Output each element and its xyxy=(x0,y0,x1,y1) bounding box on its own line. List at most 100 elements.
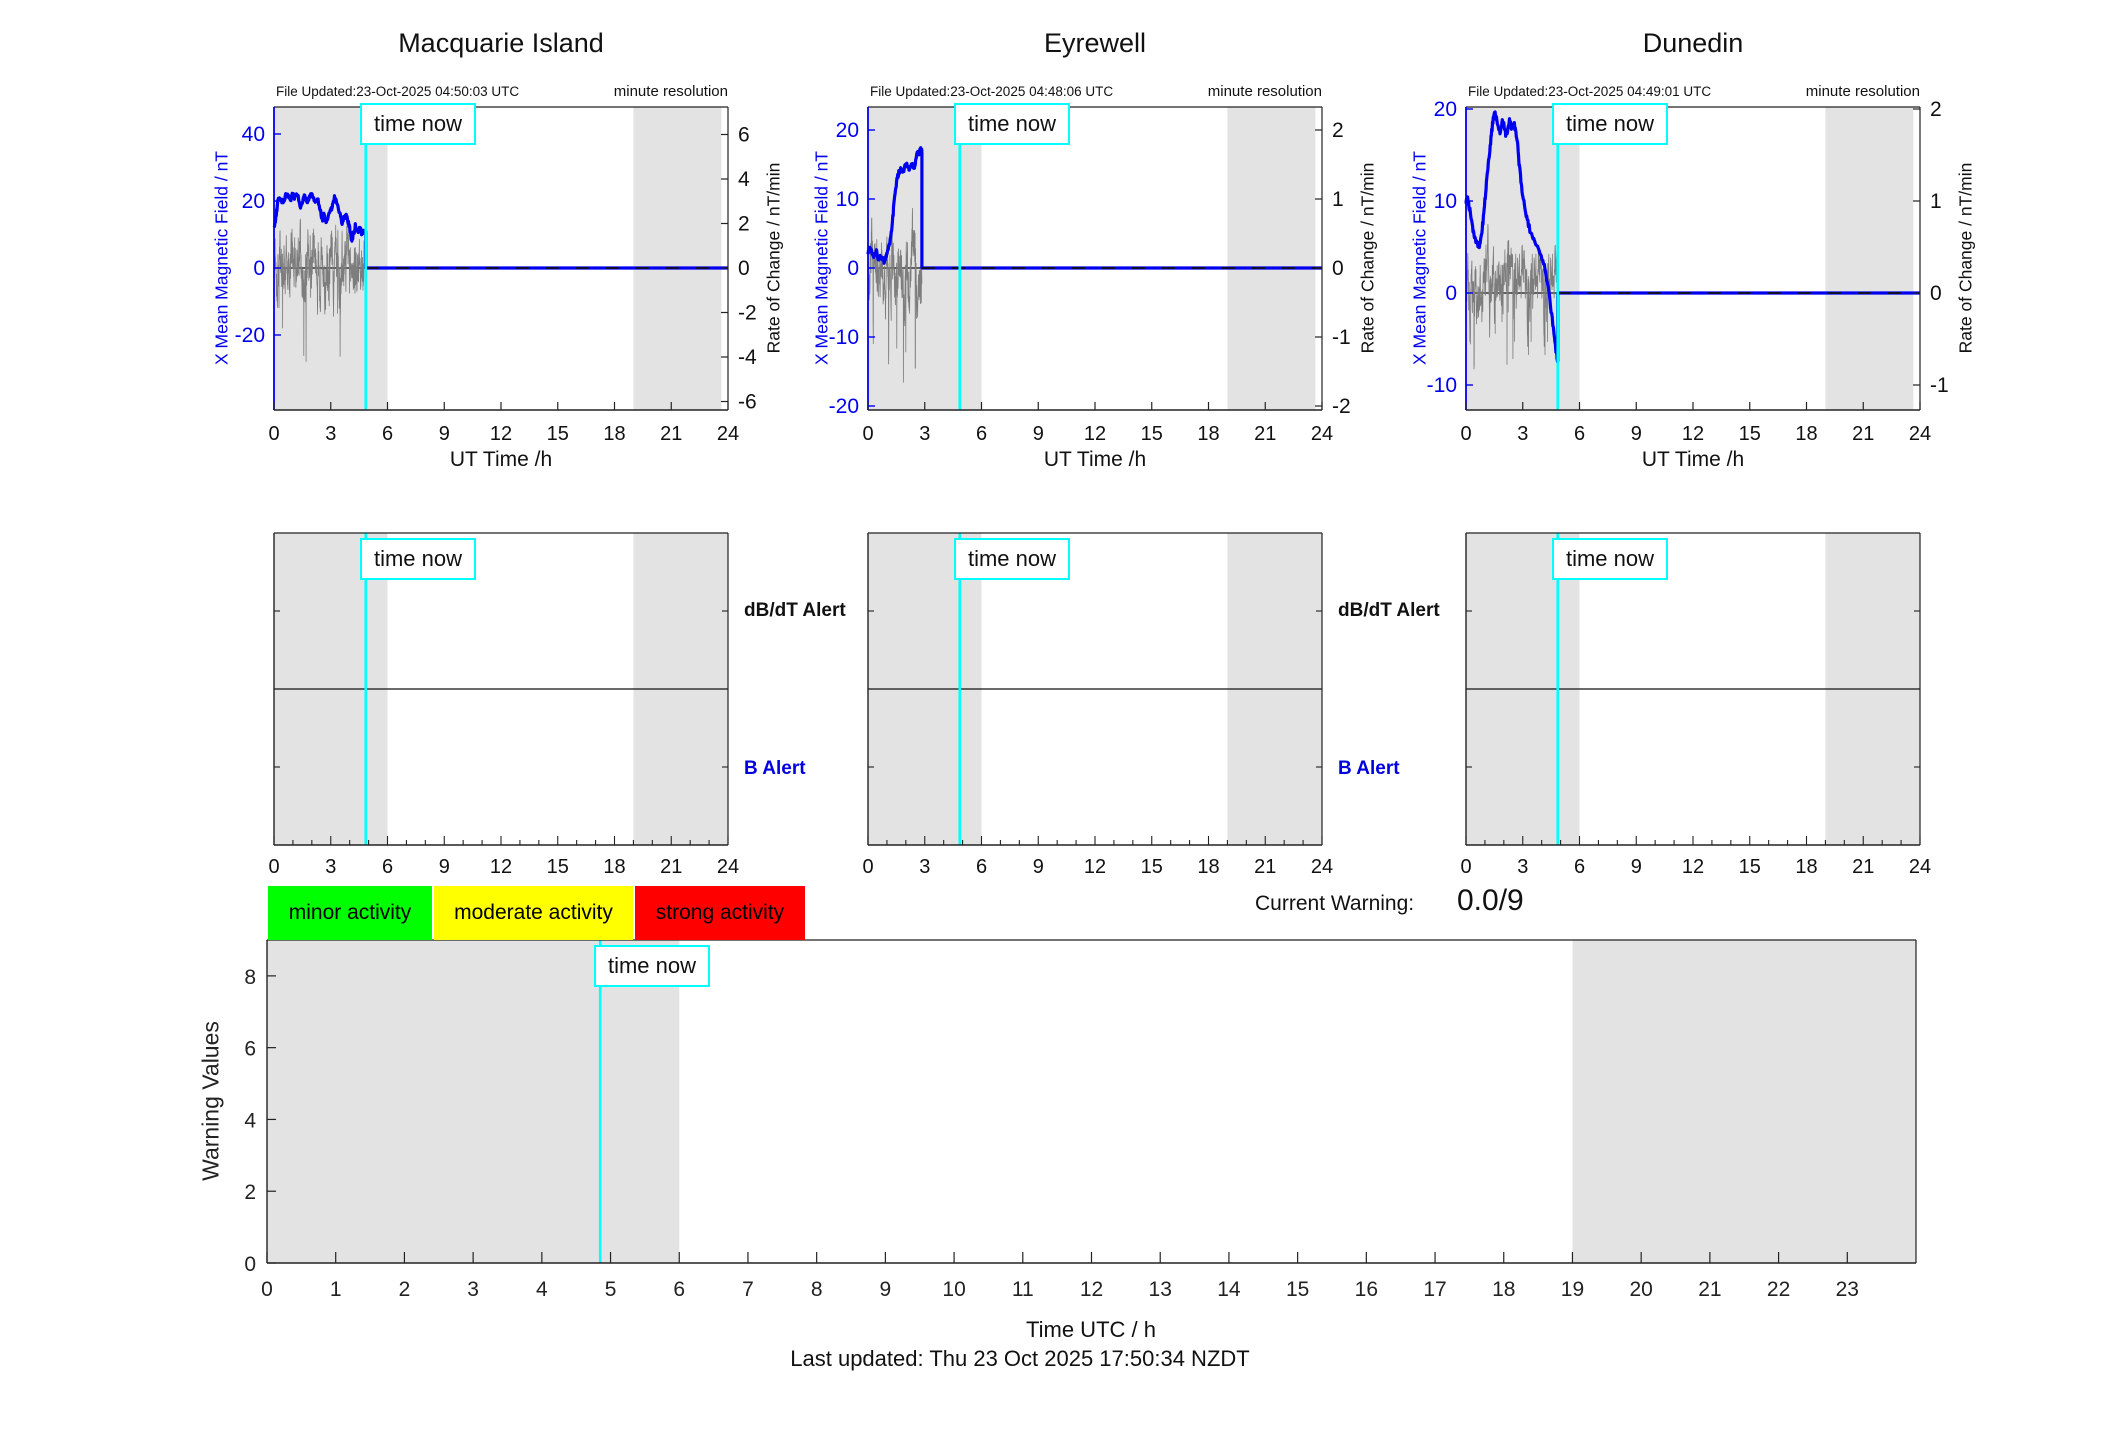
x-tick-label: 0 xyxy=(862,856,873,878)
station-title-macquarie: Macquarie Island xyxy=(398,28,604,58)
left-tick-label: 10 xyxy=(1434,190,1457,213)
right-tick-label: 0 xyxy=(738,257,750,280)
x-tick-label: 1 xyxy=(330,1278,342,1301)
x-tick-label: 9 xyxy=(439,856,450,878)
shaded-region-late xyxy=(1572,940,1916,1263)
x-tick-label: 3 xyxy=(1517,856,1528,878)
last-updated-text: Last updated: Thu 23 Oct 2025 17:50:34 N… xyxy=(790,1346,1250,1371)
x-tick-label: 0 xyxy=(1460,856,1471,878)
x-tick-label: 0 xyxy=(268,423,279,445)
x-tick-label: 21 xyxy=(660,856,682,878)
x-tick-label: 9 xyxy=(1631,423,1642,445)
current-warning-value: 0.0/9 xyxy=(1457,884,1524,917)
x-tick-label: 15 xyxy=(1739,856,1761,878)
x-tick-label: 9 xyxy=(1631,856,1642,878)
left-tick-label: -20 xyxy=(829,395,859,418)
x-tick-label: 18 xyxy=(1197,856,1219,878)
left-axis-label-dunedin: X Mean Magnetic Field / nT xyxy=(1409,151,1430,365)
x-tick-label: 6 xyxy=(673,1278,685,1301)
y-tick-label: 4 xyxy=(244,1109,256,1132)
magnetic-field-trace xyxy=(1464,110,1920,364)
x-tick-label: 12 xyxy=(1682,423,1704,445)
x-tick-label: 3 xyxy=(467,1278,479,1301)
left-tick-label: -20 xyxy=(235,324,265,347)
x-tick-label: 9 xyxy=(1033,856,1044,878)
x-tick-label: 7 xyxy=(742,1278,754,1301)
left-tick-label: 20 xyxy=(242,190,265,213)
x-tick-label: 0 xyxy=(1460,423,1471,445)
x-tick-label: 3 xyxy=(325,423,336,445)
x-tick-label: 6 xyxy=(976,423,987,445)
left-tick-label: 10 xyxy=(836,188,859,211)
right-tick-label: 6 xyxy=(738,124,750,147)
time-now-flag: time now xyxy=(360,538,476,580)
right-tick-label: -2 xyxy=(738,302,757,325)
right-tick-label: 0 xyxy=(1332,257,1344,280)
shaded-region-late xyxy=(1227,107,1316,410)
x-tick-label: 12 xyxy=(1084,423,1106,445)
right-tick-label: 4 xyxy=(738,168,750,191)
x-tick-label: 19 xyxy=(1561,1278,1584,1301)
left-tick-label: 0 xyxy=(847,257,859,280)
right-tick-label: 2 xyxy=(1930,98,1942,121)
left-tick-label: -10 xyxy=(829,326,859,349)
shaded-region-late xyxy=(1825,107,1914,410)
alert-plot-0: 0 3 6 9 12 15 18 21 24 xyxy=(268,532,739,878)
x-tick-label: 8 xyxy=(811,1278,823,1301)
x-tick-label: 12 xyxy=(490,423,512,445)
x-tick-label: 21 xyxy=(1852,856,1874,878)
rate-of-change-trace xyxy=(1465,223,1559,370)
x-tick-label: 0 xyxy=(862,423,873,445)
magnetic-field-trace xyxy=(866,146,1322,270)
x-tick-label: 24 xyxy=(1909,856,1931,878)
y-tick-label: 0 xyxy=(244,1253,256,1276)
rate-of-change-trace xyxy=(273,218,367,362)
x-tick-label: 23 xyxy=(1836,1278,1859,1301)
right-tick-label: -2 xyxy=(1332,395,1351,418)
x-tick-label: 4 xyxy=(536,1278,548,1301)
x-tick-label: 5 xyxy=(605,1278,617,1301)
right-axis-label-dunedin: Rate of Change / nT/min xyxy=(1955,162,1976,354)
xaxis-label-eyrewell: UT Time /h xyxy=(1043,448,1147,471)
x-tick-label: 12 xyxy=(1080,1278,1103,1301)
right-tick-label: 0 xyxy=(1930,282,1942,305)
time-now-flag: time now xyxy=(360,103,476,145)
x-tick-label: 6 xyxy=(1574,856,1585,878)
minute-resolution-dunedin: minute resolution xyxy=(1805,83,1920,100)
current-warning-label: Current Warning: xyxy=(1255,892,1415,915)
minute-resolution-macquarie: minute resolution xyxy=(613,83,728,100)
x-tick-label: 18 xyxy=(1492,1278,1515,1301)
time-now-flag: time now xyxy=(1552,538,1668,580)
x-tick-label: 11 xyxy=(1012,1278,1034,1301)
time-now-flag: time now xyxy=(594,945,710,987)
x-tick-label: 22 xyxy=(1767,1278,1790,1301)
x-tick-label: 15 xyxy=(547,423,569,445)
x-tick-label: 21 xyxy=(660,423,682,445)
x-tick-label: 3 xyxy=(325,856,336,878)
legend-strong-activity: strong activity xyxy=(635,886,805,940)
x-tick-label: 12 xyxy=(1084,856,1106,878)
x-tick-label: 9 xyxy=(1033,423,1044,445)
x-tick-label: 3 xyxy=(1517,423,1528,445)
shaded-region-late xyxy=(633,107,722,410)
x-tick-label: 9 xyxy=(880,1278,892,1301)
x-tick-label: 18 xyxy=(1795,856,1817,878)
x-tick-label: 21 xyxy=(1254,423,1276,445)
x-tick-label: 21 xyxy=(1698,1278,1721,1301)
file-updated-eyrewell: File Updated:23-Oct-2025 04:48:06 UTC xyxy=(870,84,1114,99)
x-tick-label: 6 xyxy=(976,856,987,878)
time-now-flag: time now xyxy=(1552,103,1668,145)
x-tick-label: 6 xyxy=(382,423,393,445)
x-tick-label: 2 xyxy=(399,1278,411,1301)
x-tick-label: 6 xyxy=(1574,423,1585,445)
x-tick-label: 18 xyxy=(603,856,625,878)
right-tick-label: 1 xyxy=(1930,190,1942,213)
station-title-eyrewell: Eyrewell xyxy=(1043,28,1147,58)
x-tick-label: 24 xyxy=(1311,423,1333,445)
y-tick-label: 2 xyxy=(244,1181,256,1204)
right-tick-label: 1 xyxy=(1332,188,1344,211)
left-tick-label: 20 xyxy=(1434,98,1457,121)
y-tick-label: 8 xyxy=(244,966,256,989)
